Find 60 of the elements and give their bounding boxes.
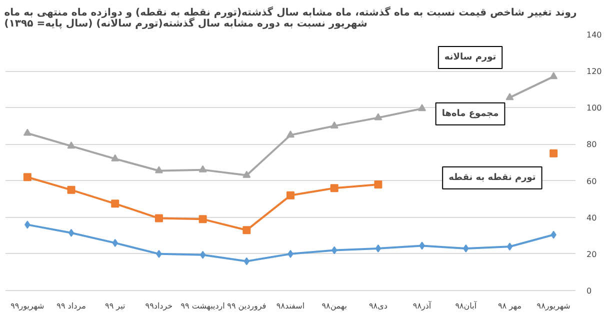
point — [23, 173, 32, 182]
point — [67, 142, 76, 149]
y-tick-label: 100 — [586, 104, 602, 113]
x-tick-label: مهر ۹۸ — [498, 302, 522, 310]
point — [24, 220, 30, 229]
point — [286, 191, 294, 200]
point — [111, 154, 120, 162]
x-tick-label: خرداد۹۹ — [145, 302, 173, 310]
point — [198, 165, 207, 172]
point — [332, 246, 338, 254]
x-tick-label: تیر ۹۹ — [105, 302, 126, 310]
point — [550, 72, 558, 80]
y-tick-label: 120 — [586, 67, 602, 76]
point — [330, 184, 338, 192]
point — [374, 113, 382, 120]
point — [111, 200, 120, 208]
annotation: مجموع ماه‌ها — [442, 108, 499, 119]
x-tick-label: فروردین ۹۹ — [227, 302, 266, 310]
x-tick-label: شهریور۹۸ — [536, 302, 571, 310]
point — [286, 130, 294, 138]
point — [67, 186, 76, 194]
annotation: تورم نقطه به نقطه — [448, 172, 536, 183]
x-tick-label: شهریور۹۹ — [10, 302, 45, 310]
y-tick-label: 80 — [586, 140, 597, 150]
annotation: تورم سالانه — [444, 52, 496, 63]
chart-title: روند تغییر شاخص قیمت نسبت به ماه گذشته، ماه مشابه سال گذشته(تورم نقطه به نقطه) و دوازده ماه منتهی به ماه شهریور نسبت به دوره مشابه سال گذشته(تورم سالانه) (سال پایه= ۱۳۹۵) — [4, 6, 577, 30]
point — [242, 170, 251, 178]
point — [550, 230, 556, 239]
y-tick-label: 20 — [586, 250, 597, 259]
point — [112, 238, 118, 247]
point — [374, 180, 382, 188]
x-tick-label: اردیبهشت ۹۹ — [180, 302, 225, 310]
point — [154, 214, 163, 222]
point — [242, 226, 251, 234]
point — [506, 93, 514, 100]
y-tick-label: 40 — [586, 213, 597, 222]
point — [506, 242, 513, 251]
y-tick-label: 60 — [586, 176, 597, 186]
point — [244, 257, 250, 266]
point — [418, 104, 426, 112]
x-tick-label: دی۹۸ — [368, 302, 388, 310]
x-tick-label: اسفند۹۸ — [276, 302, 305, 310]
point — [154, 166, 163, 174]
point — [156, 250, 162, 258]
point — [419, 242, 425, 250]
point — [550, 149, 558, 158]
point — [463, 244, 469, 252]
x-tick-label: مرداد ۹۹ — [56, 302, 86, 310]
point — [200, 250, 206, 259]
y-tick-label: 140 — [586, 30, 602, 40]
point — [288, 250, 294, 258]
point — [375, 244, 382, 252]
y-tick-label: 0 — [586, 286, 592, 296]
point — [23, 128, 32, 136]
x-tick-label: آبان۹۸ — [455, 300, 478, 310]
x-tick-label: بهمن۹۸ — [322, 302, 347, 310]
point — [330, 121, 338, 128]
point — [68, 228, 74, 237]
x-tick-label: آذر۹۸ — [412, 300, 432, 310]
point — [198, 215, 207, 224]
